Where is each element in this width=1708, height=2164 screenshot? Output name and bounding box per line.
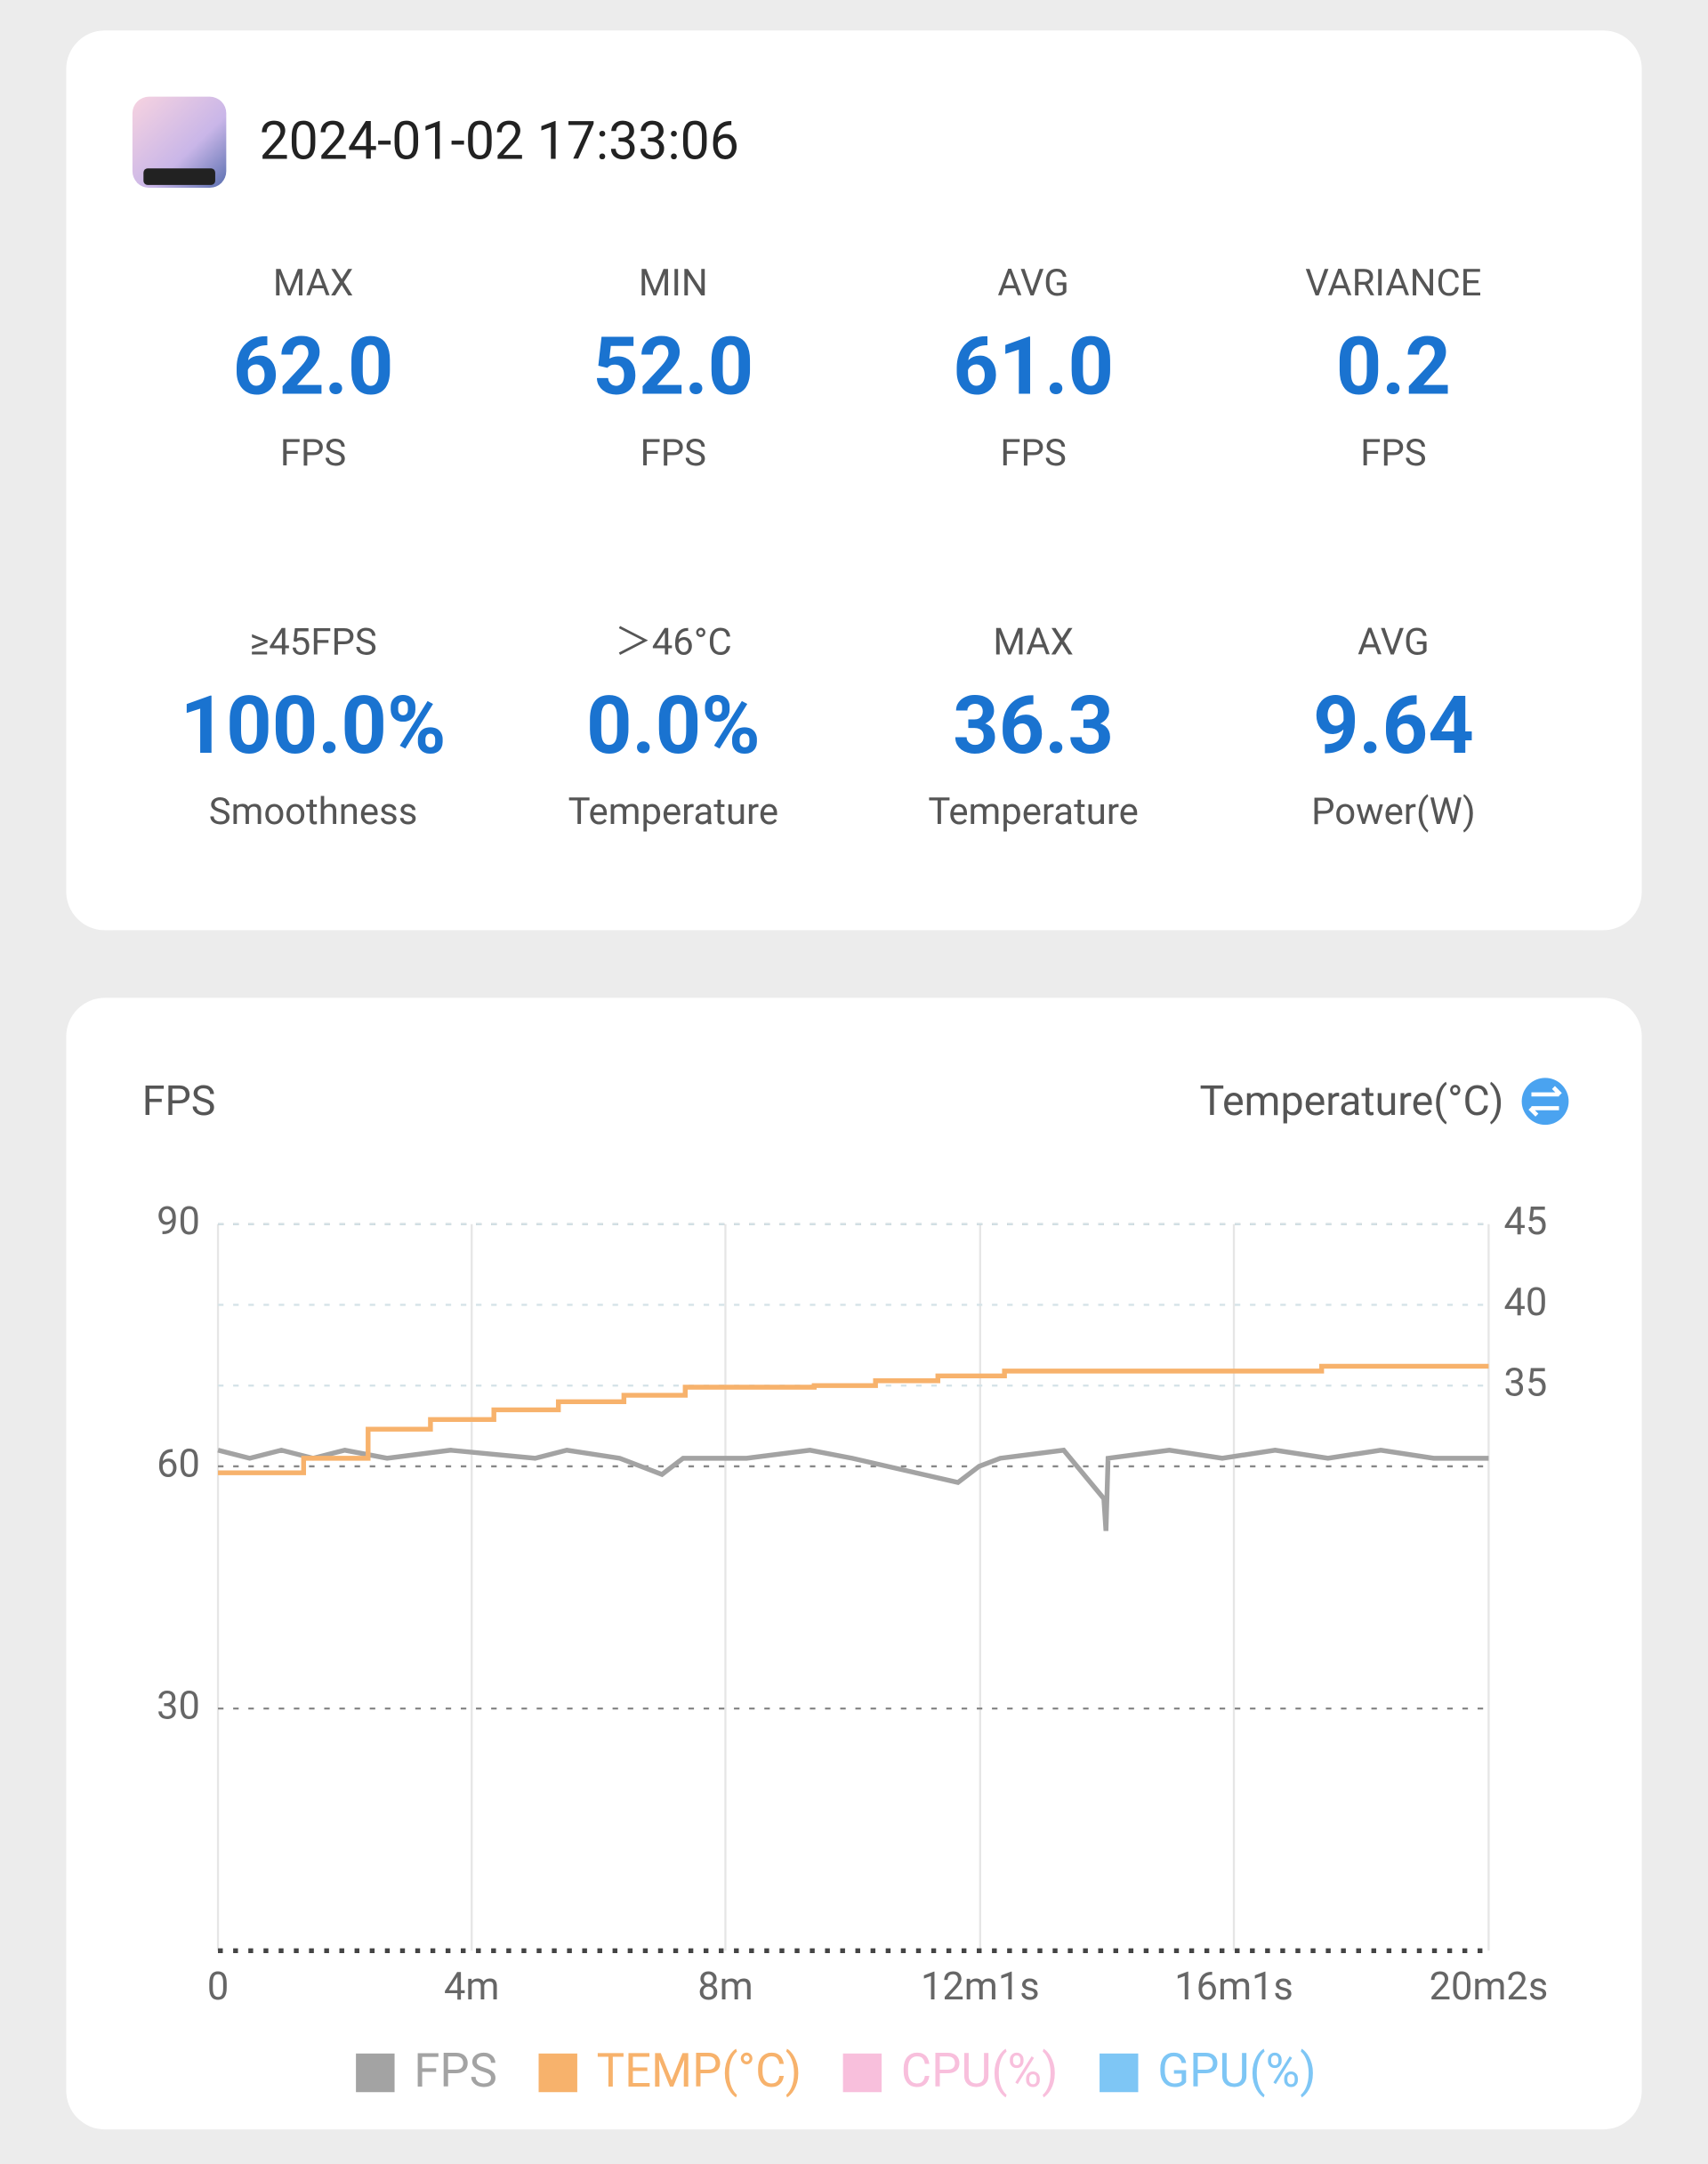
stat-value: 52.0 — [592, 320, 753, 414]
stat-unit: FPS — [640, 432, 706, 475]
stats-grid: MAX 62.0 FPS MIN 52.0 FPS AVG 61.0 FPS VARIANCE 0.… — [181, 262, 1482, 834]
stat-unit: FPS — [1000, 432, 1066, 475]
legend-label: TEMP(°C) — [597, 2043, 802, 2098]
legend-swatch — [842, 2053, 882, 2093]
y-tick-label: 60 — [157, 1441, 200, 1486]
series-line — [218, 1363, 1489, 1475]
stat-value: 9.64 — [1313, 679, 1474, 772]
chart-card — [66, 997, 1642, 2130]
stat-unit: FPS — [280, 432, 346, 475]
y2-tick-label: 40 — [1503, 1280, 1547, 1325]
stat-value: 100.0% — [181, 679, 447, 772]
x-tick-label: 12m1s — [921, 1964, 1040, 2009]
x-tick-label: 4m — [444, 1964, 499, 2009]
x-tick-label: 8m — [697, 1964, 753, 2009]
stat-label: MAX — [273, 262, 353, 305]
x-tick-label: 0 — [207, 1964, 229, 2009]
y-tick-label: 30 — [157, 1684, 200, 1729]
y2-tick-label: 35 — [1503, 1361, 1547, 1406]
stat-value: 62.0 — [233, 320, 394, 414]
x-tick-label: 20m2s — [1430, 1964, 1549, 2009]
legend-label: FPS — [414, 2043, 497, 2098]
stat-label: AVG — [1358, 620, 1429, 664]
icon-badge — [143, 168, 215, 185]
y-tick-label: 90 — [157, 1199, 200, 1244]
legend-swatch — [538, 2053, 577, 2093]
stat-label: ＞46°C — [615, 620, 732, 664]
stat-label: ≥45FPS — [249, 620, 376, 664]
stat-label: MAX — [993, 620, 1073, 664]
switch-icon — [1528, 1086, 1562, 1117]
stat-value: 36.3 — [953, 679, 1114, 772]
game-icon — [132, 96, 227, 189]
stat-label: MIN — [639, 262, 708, 305]
plot: 0 4m 8m 12m1s 16m1s 20m2s 30 60 90 35 40 45 FPS TEMP(… — [157, 1199, 1548, 2098]
legend-label: GPU(%) — [1157, 2043, 1316, 2098]
legend-label: CPU(%) — [901, 2043, 1059, 2098]
stat-label: AVG — [997, 262, 1068, 305]
x-tick-label: 16m1s — [1174, 1964, 1293, 2009]
stat-label: VARIANCE — [1305, 262, 1481, 305]
timestamp: 2024-01-02 17:33:06 — [260, 111, 739, 173]
stat-unit: Temperature — [928, 790, 1138, 834]
stat-value: 61.0 — [953, 320, 1114, 414]
series-line — [217, 1447, 1489, 1531]
stat-value: 0.0% — [586, 679, 761, 772]
stat-unit: Temperature — [568, 790, 778, 834]
stat-value: 0.2 — [1336, 320, 1451, 414]
legend-swatch — [356, 2053, 395, 2093]
stat-unit: Smoothness — [209, 790, 418, 834]
y-axis-label: FPS — [142, 1078, 216, 1126]
y2-axis-label: Temperature(°C) — [1200, 1078, 1504, 1126]
stat-unit: Power(W) — [1311, 790, 1476, 834]
y2-tick-label: 45 — [1503, 1199, 1547, 1244]
stat-unit: FPS — [1360, 432, 1426, 475]
legend-swatch — [1100, 2053, 1139, 2093]
switch-button[interactable] — [1521, 1078, 1569, 1126]
stats-card — [66, 30, 1642, 931]
